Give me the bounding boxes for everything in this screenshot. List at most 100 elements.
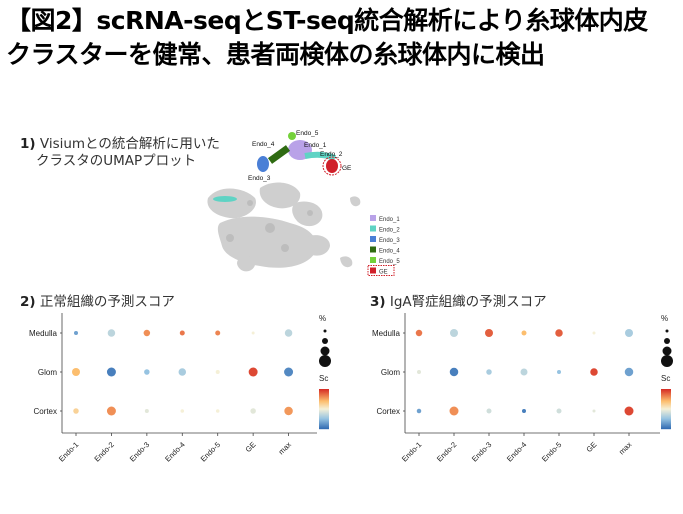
dot-medulla-ge	[592, 331, 596, 335]
legend-swatch-endo_1	[370, 215, 376, 221]
color-legend-step	[661, 416, 671, 418]
color-legend-step	[319, 401, 329, 403]
x-tick-label-max: max	[617, 440, 634, 457]
dot-cortex-ge	[250, 408, 256, 414]
color-legend-step	[661, 418, 671, 420]
color-legend-step	[661, 398, 671, 400]
color-legend-step	[661, 389, 671, 391]
color-legend-step	[319, 400, 329, 402]
color-legend-step	[661, 411, 671, 413]
color-legend-step	[319, 426, 329, 428]
dot-glom-max	[624, 367, 634, 377]
color-legend-step	[319, 393, 329, 395]
color-legend-step	[319, 395, 329, 397]
color-legend-step	[661, 410, 671, 412]
color-legend-step	[661, 404, 671, 406]
umap-label-endo3: Endo_3	[248, 175, 271, 182]
color-legend-step	[661, 400, 671, 402]
dot-glom-endo-5	[557, 370, 561, 374]
dot-glom-endo-1	[72, 368, 80, 376]
color-legend-step	[661, 401, 671, 403]
color-legend-step	[661, 422, 671, 424]
x-tick-label-endo-2: Endo-2	[435, 440, 458, 463]
section3-label: 3) IgA腎症組織の予測スコア	[370, 290, 547, 310]
color-legend-step	[319, 424, 329, 426]
umap-label-endo5: Endo_5	[296, 130, 319, 137]
section3-text: IgA腎症組織の予測スコア	[389, 294, 547, 310]
color-legend-step	[319, 402, 329, 404]
dot-medulla-max	[625, 329, 633, 337]
umap-endo3-cluster	[257, 156, 269, 172]
row-label-glom: Glom	[381, 368, 400, 377]
dot-cortex-max	[284, 406, 293, 416]
color-legend-step	[661, 403, 671, 405]
dot-medulla-ge	[251, 331, 255, 335]
color-legend-step	[661, 425, 671, 427]
row-label-medulla: Medulla	[29, 329, 58, 338]
color-legend-step	[319, 389, 329, 391]
dot-cortex-endo-4	[180, 409, 185, 413]
color-legend-step	[661, 415, 671, 417]
color-legend-step	[319, 398, 329, 400]
color-legend-step	[661, 409, 671, 411]
color-legend-step	[661, 391, 671, 393]
dot-medulla-max	[284, 329, 293, 337]
dot-glom-endo-2	[449, 367, 459, 377]
dot-glom-endo-4	[520, 368, 528, 376]
dot-medulla-endo-3	[485, 329, 493, 337]
x-tick-label-endo-4: Endo-4	[163, 440, 186, 463]
size-legend-dot	[323, 329, 327, 333]
color-legend-step	[319, 408, 329, 410]
x-tick-label-endo-5: Endo-5	[199, 440, 222, 463]
dot-medulla-endo-3	[143, 329, 151, 337]
color-legend-step	[661, 407, 671, 409]
color-legend-step	[661, 399, 671, 401]
dot-cortex-endo-3	[144, 409, 149, 413]
color-legend-step	[319, 392, 329, 394]
legend-swatch-endo_4	[370, 246, 376, 253]
legend-label-endo_2: Endo_2	[379, 228, 400, 234]
dot-glom-endo-3	[144, 369, 150, 375]
dot-glom-ge	[248, 367, 258, 377]
dotplot-normal: Medulla Glom Cortex Endo-1 Endo-2 Endo-3 Endo-…	[29, 313, 331, 464]
color-legend-step	[319, 411, 329, 413]
color-legend-step	[319, 415, 329, 417]
dot-medulla-endo-2	[450, 329, 458, 337]
color-legend-step	[319, 410, 329, 412]
dot-glom-endo-3	[486, 369, 492, 375]
dot-glom-max	[284, 367, 294, 377]
legend-swatch-endo_2	[370, 225, 376, 232]
dot-medulla-endo-1	[415, 329, 423, 337]
color-legend-step	[661, 413, 671, 415]
legend-label-endo_5: Endo_5	[379, 259, 400, 265]
title-line-1: 【図2】scRNA-seqとST-seq統合解析により糸球体内皮	[6, 6, 648, 35]
color-legend-step	[661, 408, 671, 410]
size-legend-dot	[664, 338, 670, 344]
section2-text: 正常組織の予測スコア	[39, 294, 175, 310]
color-legend-title: Sc	[661, 374, 670, 383]
color-legend-step	[319, 397, 329, 399]
color-legend-step	[661, 393, 671, 395]
row-label-medulla: Medulla	[372, 329, 401, 338]
dot-medulla-endo-4	[179, 330, 185, 336]
umap-plot: Endo_5 Endo_4 Endo_1 Endo_2 Endo_3 GE En…	[207, 130, 400, 276]
color-legend-step	[661, 397, 671, 399]
dot-medulla-endo-5	[215, 330, 221, 336]
dot-cortex-endo-5	[215, 409, 220, 413]
umap-label-ge: GE	[342, 165, 352, 172]
x-tick-label-endo-3: Endo-3	[470, 440, 493, 463]
color-legend-step	[319, 417, 329, 419]
row-label-cortex: Cortex	[33, 407, 57, 416]
section3-number: 3)	[370, 294, 386, 310]
section1-number: 1)	[20, 136, 36, 152]
color-legend-title: Sc	[319, 374, 328, 383]
section1-text-2: クラスタのUMAPプロット	[36, 153, 197, 169]
x-tick-label-max: max	[277, 440, 294, 457]
legend-ge-highlight	[367, 265, 395, 276]
color-legend-step	[661, 424, 671, 426]
umap-legend: Endo_1 Endo_2 Endo_3 Endo_4 Endo_5 GE	[367, 215, 400, 276]
section1-label: 1) Visiumとの統合解析に用いた クラスタのUMAPプロット	[20, 136, 220, 170]
size-legend-title: %	[319, 314, 326, 323]
size-legend-dot	[661, 355, 673, 367]
dot-cortex-endo-3	[486, 408, 492, 414]
